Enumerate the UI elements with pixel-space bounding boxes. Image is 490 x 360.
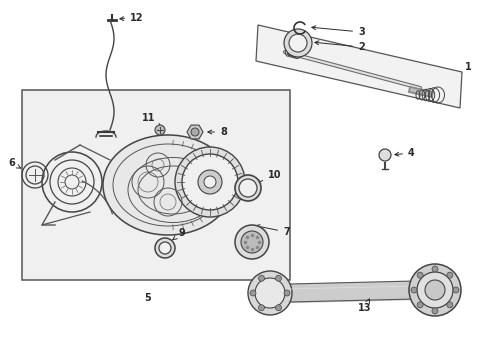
Circle shape [250, 290, 256, 296]
Circle shape [182, 154, 238, 210]
Circle shape [159, 242, 171, 254]
Circle shape [432, 266, 438, 272]
Text: 9: 9 [173, 228, 185, 240]
Circle shape [248, 271, 292, 315]
Circle shape [417, 302, 423, 308]
Text: 10: 10 [256, 170, 281, 184]
Circle shape [289, 34, 307, 52]
Circle shape [255, 278, 285, 308]
Circle shape [453, 287, 459, 293]
Text: 2: 2 [315, 41, 365, 52]
Circle shape [259, 305, 265, 311]
Circle shape [155, 238, 175, 258]
Circle shape [239, 179, 257, 197]
Circle shape [155, 125, 165, 135]
Circle shape [204, 176, 216, 188]
Circle shape [447, 302, 453, 308]
Text: 3: 3 [312, 26, 365, 37]
Text: 5: 5 [145, 293, 151, 303]
Circle shape [411, 287, 417, 293]
Polygon shape [256, 25, 462, 108]
Circle shape [417, 272, 423, 278]
Circle shape [447, 272, 453, 278]
Circle shape [198, 170, 222, 194]
Circle shape [379, 149, 391, 161]
Circle shape [191, 128, 199, 136]
Circle shape [175, 147, 245, 217]
Text: 6: 6 [8, 158, 21, 168]
Circle shape [241, 231, 263, 253]
Text: 12: 12 [120, 13, 144, 23]
Circle shape [235, 225, 269, 259]
Circle shape [417, 272, 453, 308]
Polygon shape [187, 125, 203, 139]
Circle shape [259, 275, 265, 281]
Circle shape [235, 175, 261, 201]
Text: 7: 7 [256, 225, 290, 237]
Circle shape [284, 290, 290, 296]
Circle shape [432, 308, 438, 314]
Circle shape [409, 264, 461, 316]
Circle shape [275, 305, 281, 311]
Bar [22, 90, 290, 280]
Text: 11: 11 [142, 113, 161, 127]
Text: 8: 8 [208, 127, 227, 137]
Circle shape [284, 29, 312, 57]
Text: 13: 13 [358, 299, 371, 313]
Circle shape [425, 280, 445, 300]
Circle shape [275, 275, 281, 281]
Text: 4: 4 [395, 148, 415, 158]
Text: 1: 1 [465, 62, 472, 72]
Ellipse shape [103, 135, 233, 235]
